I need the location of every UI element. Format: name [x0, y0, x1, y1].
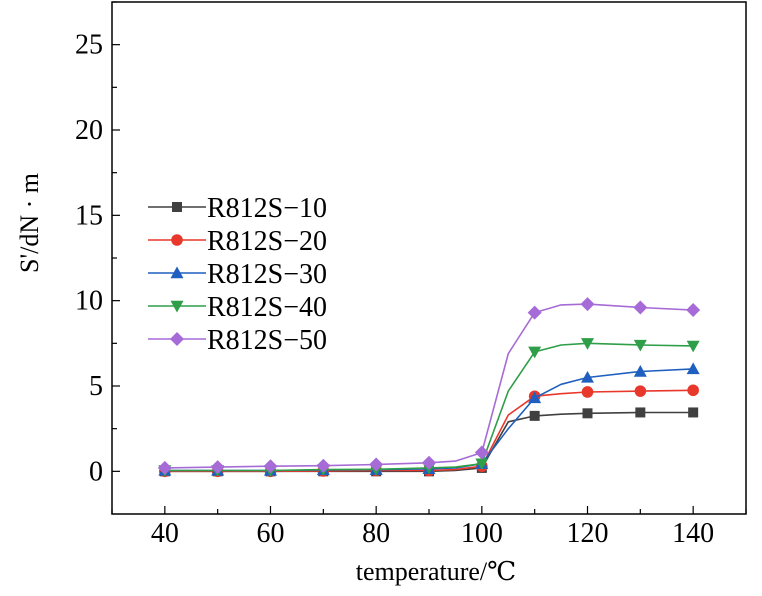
y-tick-label: 5: [89, 371, 103, 402]
y-tick-label: 10: [75, 286, 103, 317]
data-point-diamond: [316, 458, 331, 473]
data-point-triangle-down: [686, 340, 700, 353]
y-tick-label: 15: [75, 200, 103, 231]
x-tick-label: 120: [567, 518, 609, 549]
legend-label: R812S−50: [207, 325, 327, 356]
data-point-diamond: [527, 305, 542, 320]
plot-frame: [111, 1, 747, 515]
data-point-triangle-up: [686, 362, 700, 375]
data-point-diamond: [474, 445, 489, 460]
data-point-circle: [634, 385, 647, 397]
x-tick-label: 40: [151, 518, 179, 549]
x-tick-label: 60: [257, 518, 285, 549]
y-tick-label: 25: [75, 30, 103, 61]
legend-item: R812S−50: [148, 325, 327, 356]
data-point-diamond: [263, 459, 278, 474]
series-line: [164, 368, 694, 472]
legend-item: R812S−30: [148, 259, 327, 290]
data-point-square: [529, 410, 540, 421]
data-point-triangle-up: [581, 370, 594, 383]
x-tick-label: 80: [362, 518, 390, 549]
data-point-diamond: [157, 460, 172, 475]
data-point-triangle-down: [528, 346, 542, 359]
y-axis-title: S'/dN · m: [15, 173, 44, 273]
legend-item: R812S−20: [148, 226, 327, 257]
data-point-circle: [687, 384, 699, 397]
legend-label: R812S−20: [207, 226, 327, 257]
data-point-circle: [171, 234, 183, 246]
data-point-diamond: [633, 300, 648, 315]
data-point-diamond: [686, 303, 701, 318]
data-point-triangle-up: [170, 266, 184, 279]
data-point-diamond: [369, 457, 384, 472]
data-point-square: [582, 408, 593, 419]
y-tick-label: 0: [89, 456, 103, 487]
legend-label: R812S−40: [207, 292, 327, 323]
data-point-square: [172, 202, 182, 212]
series-line: [164, 342, 694, 472]
x-axis-title: temperature/℃: [356, 557, 516, 586]
data-point-square: [635, 407, 646, 418]
data-point-triangle-up: [633, 364, 647, 377]
data-point-diamond: [422, 455, 436, 470]
data-point-triangle-down: [633, 339, 647, 352]
legend-label: R812S−10: [207, 193, 327, 224]
data-point-triangle-up: [528, 391, 542, 404]
x-tick-label: 140: [672, 518, 714, 549]
data-point-diamond: [210, 460, 225, 475]
data-point-triangle-down: [475, 458, 489, 471]
data-point-circle: [581, 386, 594, 398]
data-point-triangle-down: [170, 300, 184, 313]
legend-item: R812S−10: [148, 193, 327, 224]
legend-item: R812S−40: [148, 292, 327, 323]
legend-label: R812S−30: [207, 259, 327, 290]
x-tick-label: 100: [461, 518, 503, 549]
series-group: [157, 297, 701, 475]
data-point-diamond: [580, 297, 595, 312]
y-tick-label: 20: [75, 115, 103, 146]
data-point-diamond: [170, 332, 184, 346]
data-point-triangle-down: [581, 338, 594, 350]
data-point-square: [688, 407, 699, 418]
